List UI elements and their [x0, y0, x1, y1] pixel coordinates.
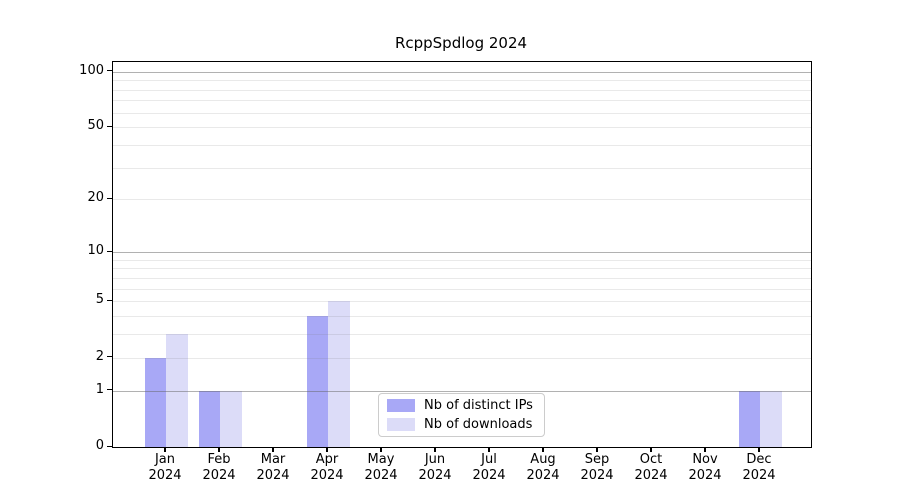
chart-title: RcppSpdlog 2024 — [394, 34, 528, 52]
x-tick-label-mar: Mar 2024 — [245, 452, 301, 484]
gridline-minor-9 — [113, 259, 811, 261]
gridline-minor-50 — [113, 127, 811, 129]
gridline-minor-5 — [113, 301, 811, 303]
x-tick-label-nov: Nov 2024 — [677, 452, 733, 484]
x-tick-label-sep: Sep 2024 — [569, 452, 625, 484]
y-tick-mark-5 — [107, 299, 112, 302]
legend: Nb of distinct IPs Nb of downloads — [378, 393, 545, 437]
x-tick-year: 2024 — [364, 468, 398, 483]
x-tick-year: 2024 — [472, 468, 506, 483]
gridline-minor-3 — [113, 334, 811, 336]
x-tick-label-feb: Feb 2024 — [191, 452, 247, 484]
x-tick-mark-jan — [164, 447, 166, 452]
y-tick-label-10: 10 — [87, 243, 104, 259]
legend-label-downloads: Nb of downloads — [424, 417, 533, 432]
gridline-minor-60 — [113, 112, 811, 114]
y-tick-label-2: 2 — [95, 348, 104, 364]
x-tick-mark-nov — [704, 447, 706, 452]
x-tick-year: 2024 — [526, 468, 560, 483]
x-tick-label-apr: Apr 2024 — [299, 452, 355, 484]
x-tick-mark-jun — [434, 447, 436, 452]
gridline-minor-70 — [113, 100, 811, 102]
gridline-minor-30 — [113, 167, 811, 169]
y-tick-label-5: 5 — [95, 292, 104, 308]
bar-distinct_ips-apr — [306, 316, 328, 447]
x-tick-year: 2024 — [742, 468, 776, 483]
y-tick-mark-100 — [107, 70, 112, 72]
x-tick-mark-apr — [326, 447, 328, 452]
legend-label-distinct-ips: Nb of distinct IPs — [424, 398, 533, 413]
y-tick-mark-50 — [107, 125, 112, 128]
gridline-minor-8 — [113, 268, 811, 270]
x-tick-mark-feb — [218, 447, 220, 452]
x-tick-label-may: May 2024 — [353, 452, 409, 484]
bar-distinct_ips-dec — [738, 390, 760, 447]
legend-swatch-downloads — [387, 418, 415, 431]
y-tick-mark-20 — [107, 197, 112, 200]
x-tick-year: 2024 — [310, 468, 344, 483]
x-tick-mark-sep — [596, 447, 598, 452]
gridline-minor-7 — [113, 277, 811, 279]
x-tick-year: 2024 — [688, 468, 722, 483]
y-tick-label-20: 20 — [87, 190, 104, 206]
gridline-minor-6 — [113, 288, 811, 290]
bar-downloads-jan — [166, 334, 188, 447]
y-tick-mark-10 — [107, 250, 112, 252]
x-tick-label-aug: Aug 2024 — [515, 452, 571, 484]
gridline-minor-90 — [113, 80, 811, 82]
gridline-minor-2 — [113, 357, 811, 359]
x-tick-year: 2024 — [202, 468, 236, 483]
bar-distinct_ips-feb — [198, 390, 220, 447]
y-tick-label-100: 100 — [79, 62, 104, 78]
x-tick-mark-jul — [488, 447, 490, 452]
bar-downloads-dec — [760, 390, 782, 447]
x-tick-label-jun: Jun 2024 — [407, 452, 463, 484]
y-tick-mark-0 — [107, 445, 112, 447]
x-tick-year: 2024 — [634, 468, 668, 483]
y-tick-label-1: 1 — [95, 381, 104, 397]
gridline-minor-80 — [113, 89, 811, 91]
x-tick-label-oct: Oct 2024 — [623, 452, 679, 484]
x-tick-mark-dec — [758, 447, 760, 452]
x-tick-mark-may — [380, 447, 382, 452]
bar-distinct_ips-jan — [144, 357, 166, 447]
gridline-major-100 — [113, 71, 811, 73]
x-tick-mark-oct — [650, 447, 652, 452]
gridline-minor-4 — [113, 316, 811, 318]
legend-item-downloads: Nb of downloads — [379, 415, 544, 434]
x-tick-year: 2024 — [148, 468, 182, 483]
gridline-minor-40 — [113, 145, 811, 147]
x-tick-mark-mar — [272, 447, 274, 452]
x-tick-year: 2024 — [418, 468, 452, 483]
x-tick-year: 2024 — [580, 468, 614, 483]
gridline-major-10 — [113, 252, 811, 254]
y-tick-label-0: 0 — [95, 438, 104, 453]
gridline-minor-20 — [113, 199, 811, 201]
y-tick-mark-2 — [107, 356, 112, 358]
legend-swatch-distinct-ips — [387, 399, 415, 412]
gridline-major-1 — [113, 390, 811, 392]
x-tick-label-jul: Jul 2024 — [461, 452, 517, 484]
plot-area — [112, 61, 812, 448]
legend-item-distinct-ips: Nb of distinct IPs — [379, 396, 544, 415]
x-tick-label-jan: Jan 2024 — [137, 452, 193, 484]
bar-downloads-feb — [220, 390, 242, 447]
x-tick-mark-aug — [542, 447, 544, 452]
y-tick-label-50: 50 — [87, 118, 104, 134]
y-tick-mark-1 — [107, 389, 112, 391]
x-tick-year: 2024 — [256, 468, 290, 483]
bar-downloads-apr — [328, 301, 350, 447]
x-tick-label-dec: Dec 2024 — [731, 452, 787, 484]
